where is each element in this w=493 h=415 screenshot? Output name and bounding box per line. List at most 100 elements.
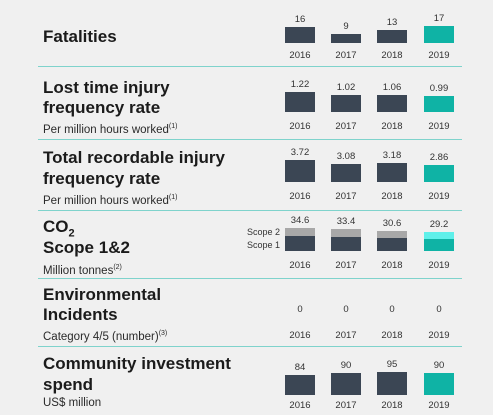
footnote-mark: (2) xyxy=(113,264,122,271)
value-label: 16 xyxy=(294,14,306,25)
metric-subtitle: Million tonnes(2) xyxy=(43,261,122,278)
year-label: 2019 xyxy=(428,121,450,132)
value-label: 33.4 xyxy=(336,216,356,227)
value-label: 34.6 xyxy=(290,215,310,226)
metric-title-line2: frequency rate xyxy=(43,169,161,188)
year-label: 2018 xyxy=(381,191,403,202)
value-label: 90 xyxy=(340,360,352,371)
value-label: 1.02 xyxy=(336,82,356,93)
value-label: 9 xyxy=(343,21,349,32)
footnote-mark: (1) xyxy=(168,194,178,201)
value-label: 3.72 xyxy=(290,147,310,158)
bar-highlight xyxy=(424,232,454,251)
year-label: 2016 xyxy=(289,260,311,271)
metric-title-line2: frequency rate xyxy=(43,98,161,117)
subtitle-text: Per million hours worked xyxy=(43,123,169,136)
bar xyxy=(377,95,407,112)
value-label: 17 xyxy=(433,13,445,24)
year-label: 2019 xyxy=(428,400,450,411)
value-label: 1.22 xyxy=(290,79,310,90)
year-label: 2018 xyxy=(381,400,403,411)
year-label: 2019 xyxy=(428,50,450,61)
metric-title-line2: spend xyxy=(43,375,94,394)
value-label: 30.6 xyxy=(382,218,402,229)
footnote-mark: (3) xyxy=(158,330,168,337)
year-label: 2017 xyxy=(335,50,357,61)
bar xyxy=(377,372,407,395)
bar xyxy=(331,229,361,251)
year-label: 2018 xyxy=(381,50,403,61)
value-label: 95 xyxy=(386,359,398,370)
year-label: 2019 xyxy=(428,260,450,271)
bar xyxy=(331,34,361,43)
bar xyxy=(331,95,361,112)
year-label: 2016 xyxy=(289,330,311,341)
bar xyxy=(285,27,315,43)
value-label: 0 xyxy=(297,304,303,315)
bar xyxy=(331,164,361,182)
year-label: 2016 xyxy=(289,121,311,132)
bar xyxy=(285,92,315,112)
metric-title-line1: Total recordable injury xyxy=(43,148,226,167)
year-label: 2018 xyxy=(381,121,403,132)
row-divider xyxy=(38,139,462,140)
year-label: 2017 xyxy=(335,330,357,341)
year-label: 2017 xyxy=(335,191,357,202)
metric-subtitle: US$ million xyxy=(43,397,102,409)
metric-title-line1: CO2 xyxy=(43,217,75,243)
bar xyxy=(285,228,315,251)
bar xyxy=(377,30,407,43)
metric-title: Fatalities xyxy=(43,27,117,46)
metric-title-line2: Scope 1&2 xyxy=(43,238,130,257)
bar xyxy=(285,375,315,395)
year-label: 2018 xyxy=(381,330,403,341)
footnote-mark: (1) xyxy=(168,123,178,130)
year-label: 2017 xyxy=(335,400,357,411)
scope2-label: Scope 2 xyxy=(246,227,280,237)
metric-subtitle: Per million hours worked(1) xyxy=(43,191,177,208)
value-label: 3.08 xyxy=(336,151,356,162)
bar xyxy=(377,163,407,182)
value-label: 2.86 xyxy=(429,152,449,163)
row-divider xyxy=(38,278,462,279)
bar-highlight xyxy=(424,373,454,395)
co2-subscript: 2 xyxy=(68,227,75,240)
subtitle-text: Category 4/5 (number) xyxy=(43,330,159,343)
value-label: 0.99 xyxy=(429,83,449,94)
metric-title-line1: Lost time injury xyxy=(43,78,170,97)
bar xyxy=(331,373,361,395)
year-label: 2017 xyxy=(335,121,357,132)
metric-title-line1: Environmental xyxy=(43,285,162,304)
row-divider xyxy=(38,66,462,67)
value-label: 90 xyxy=(433,360,445,371)
row-divider xyxy=(38,210,462,211)
year-label: 2018 xyxy=(381,260,403,271)
co2-text: CO xyxy=(43,217,69,236)
subtitle-text: Million tonnes xyxy=(43,264,114,277)
bar xyxy=(285,160,315,182)
metric-subtitle: Per million hours worked(1) xyxy=(43,120,177,137)
year-label: 2019 xyxy=(428,330,450,341)
year-label: 2017 xyxy=(335,260,357,271)
bar-highlight xyxy=(424,26,454,43)
bar xyxy=(377,231,407,251)
row-divider xyxy=(38,346,462,347)
bar-highlight xyxy=(424,165,454,182)
year-label: 2016 xyxy=(289,400,311,411)
bar-scope2-segment xyxy=(424,232,454,239)
metric-title-line2: Incidents xyxy=(43,305,118,324)
metric-subtitle: Category 4/5 (number)(3) xyxy=(43,327,167,344)
value-label: 29.2 xyxy=(429,219,449,230)
year-label: 2019 xyxy=(428,191,450,202)
value-label: 0 xyxy=(436,304,442,315)
value-label: 13 xyxy=(386,17,398,28)
bar-scope2-segment xyxy=(377,231,407,238)
value-label: 0 xyxy=(343,304,349,315)
value-label: 84 xyxy=(294,362,306,373)
value-label: 3.18 xyxy=(382,150,402,161)
subtitle-text: Per million hours worked xyxy=(43,194,169,207)
value-label: 0 xyxy=(389,304,395,315)
metric-title-line1: Community investment xyxy=(43,354,231,373)
year-label: 2016 xyxy=(289,50,311,61)
value-label: 1.06 xyxy=(382,82,402,93)
